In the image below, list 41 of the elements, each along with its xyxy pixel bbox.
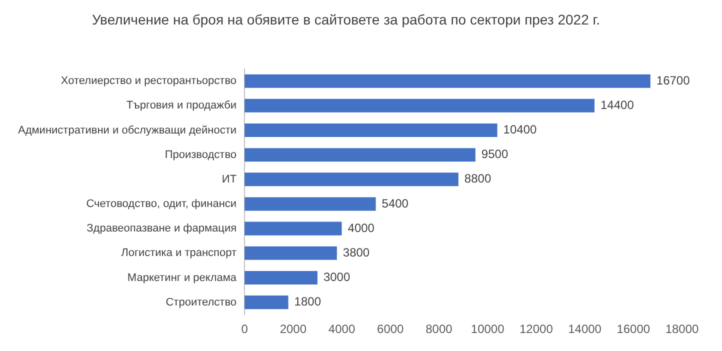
bar bbox=[244, 148, 476, 162]
data-label: 3000 bbox=[323, 270, 350, 284]
x-tick-label: 8000 bbox=[426, 322, 453, 336]
y-tick-label: Логистика и транспорт bbox=[121, 247, 237, 260]
bar bbox=[244, 74, 650, 88]
x-tick-label: 16000 bbox=[616, 322, 650, 336]
bar bbox=[244, 172, 458, 186]
x-tick-label: 2000 bbox=[280, 322, 307, 336]
y-tick-label: Производство bbox=[164, 148, 237, 161]
bar bbox=[244, 98, 595, 112]
data-label: 8800 bbox=[464, 172, 492, 186]
y-tick-label: Здравеопазване и фармация bbox=[86, 222, 237, 235]
y-tick-label: ИТ bbox=[222, 173, 237, 186]
data-label: 16700 bbox=[656, 73, 690, 88]
data-label: 5400 bbox=[382, 196, 409, 210]
bar bbox=[244, 246, 337, 260]
bar bbox=[244, 270, 318, 284]
y-tick-label: Счетоводство, одит, финанси bbox=[86, 198, 237, 210]
data-label: 3800 bbox=[342, 245, 370, 260]
x-tick-label: 14000 bbox=[568, 322, 602, 336]
data-label: 9500 bbox=[481, 147, 508, 162]
chart-title: Увеличение на броя на обявите в сайтовете за работа по сектори през 2022 г. bbox=[92, 11, 600, 28]
x-tick-label: 0 bbox=[241, 322, 248, 336]
y-tick-label: Хотелиерство и ресторантьорство bbox=[60, 75, 237, 88]
bar bbox=[244, 123, 498, 138]
y-tick-label: Строителство bbox=[166, 296, 237, 308]
bar bbox=[244, 222, 342, 236]
x-tick-label: 4000 bbox=[328, 322, 356, 336]
data-label: 1800 bbox=[294, 294, 322, 309]
y-tick-label: Маркетинг и реклама bbox=[127, 272, 238, 284]
y-tick-label: Търговия и продажби bbox=[126, 100, 237, 112]
x-tick-label: 10000 bbox=[470, 322, 505, 336]
y-tick-label: Административни и обслужващи дейности bbox=[18, 124, 237, 136]
bar bbox=[244, 197, 376, 211]
data-label: 10400 bbox=[503, 122, 537, 137]
x-tick-label: 12000 bbox=[520, 322, 554, 336]
bar bbox=[244, 296, 288, 310]
x-tick-label: 6000 bbox=[377, 322, 404, 336]
data-label: 4000 bbox=[348, 220, 375, 235]
data-label: 14400 bbox=[600, 98, 634, 112]
x-tick-label: 18000 bbox=[665, 322, 700, 336]
